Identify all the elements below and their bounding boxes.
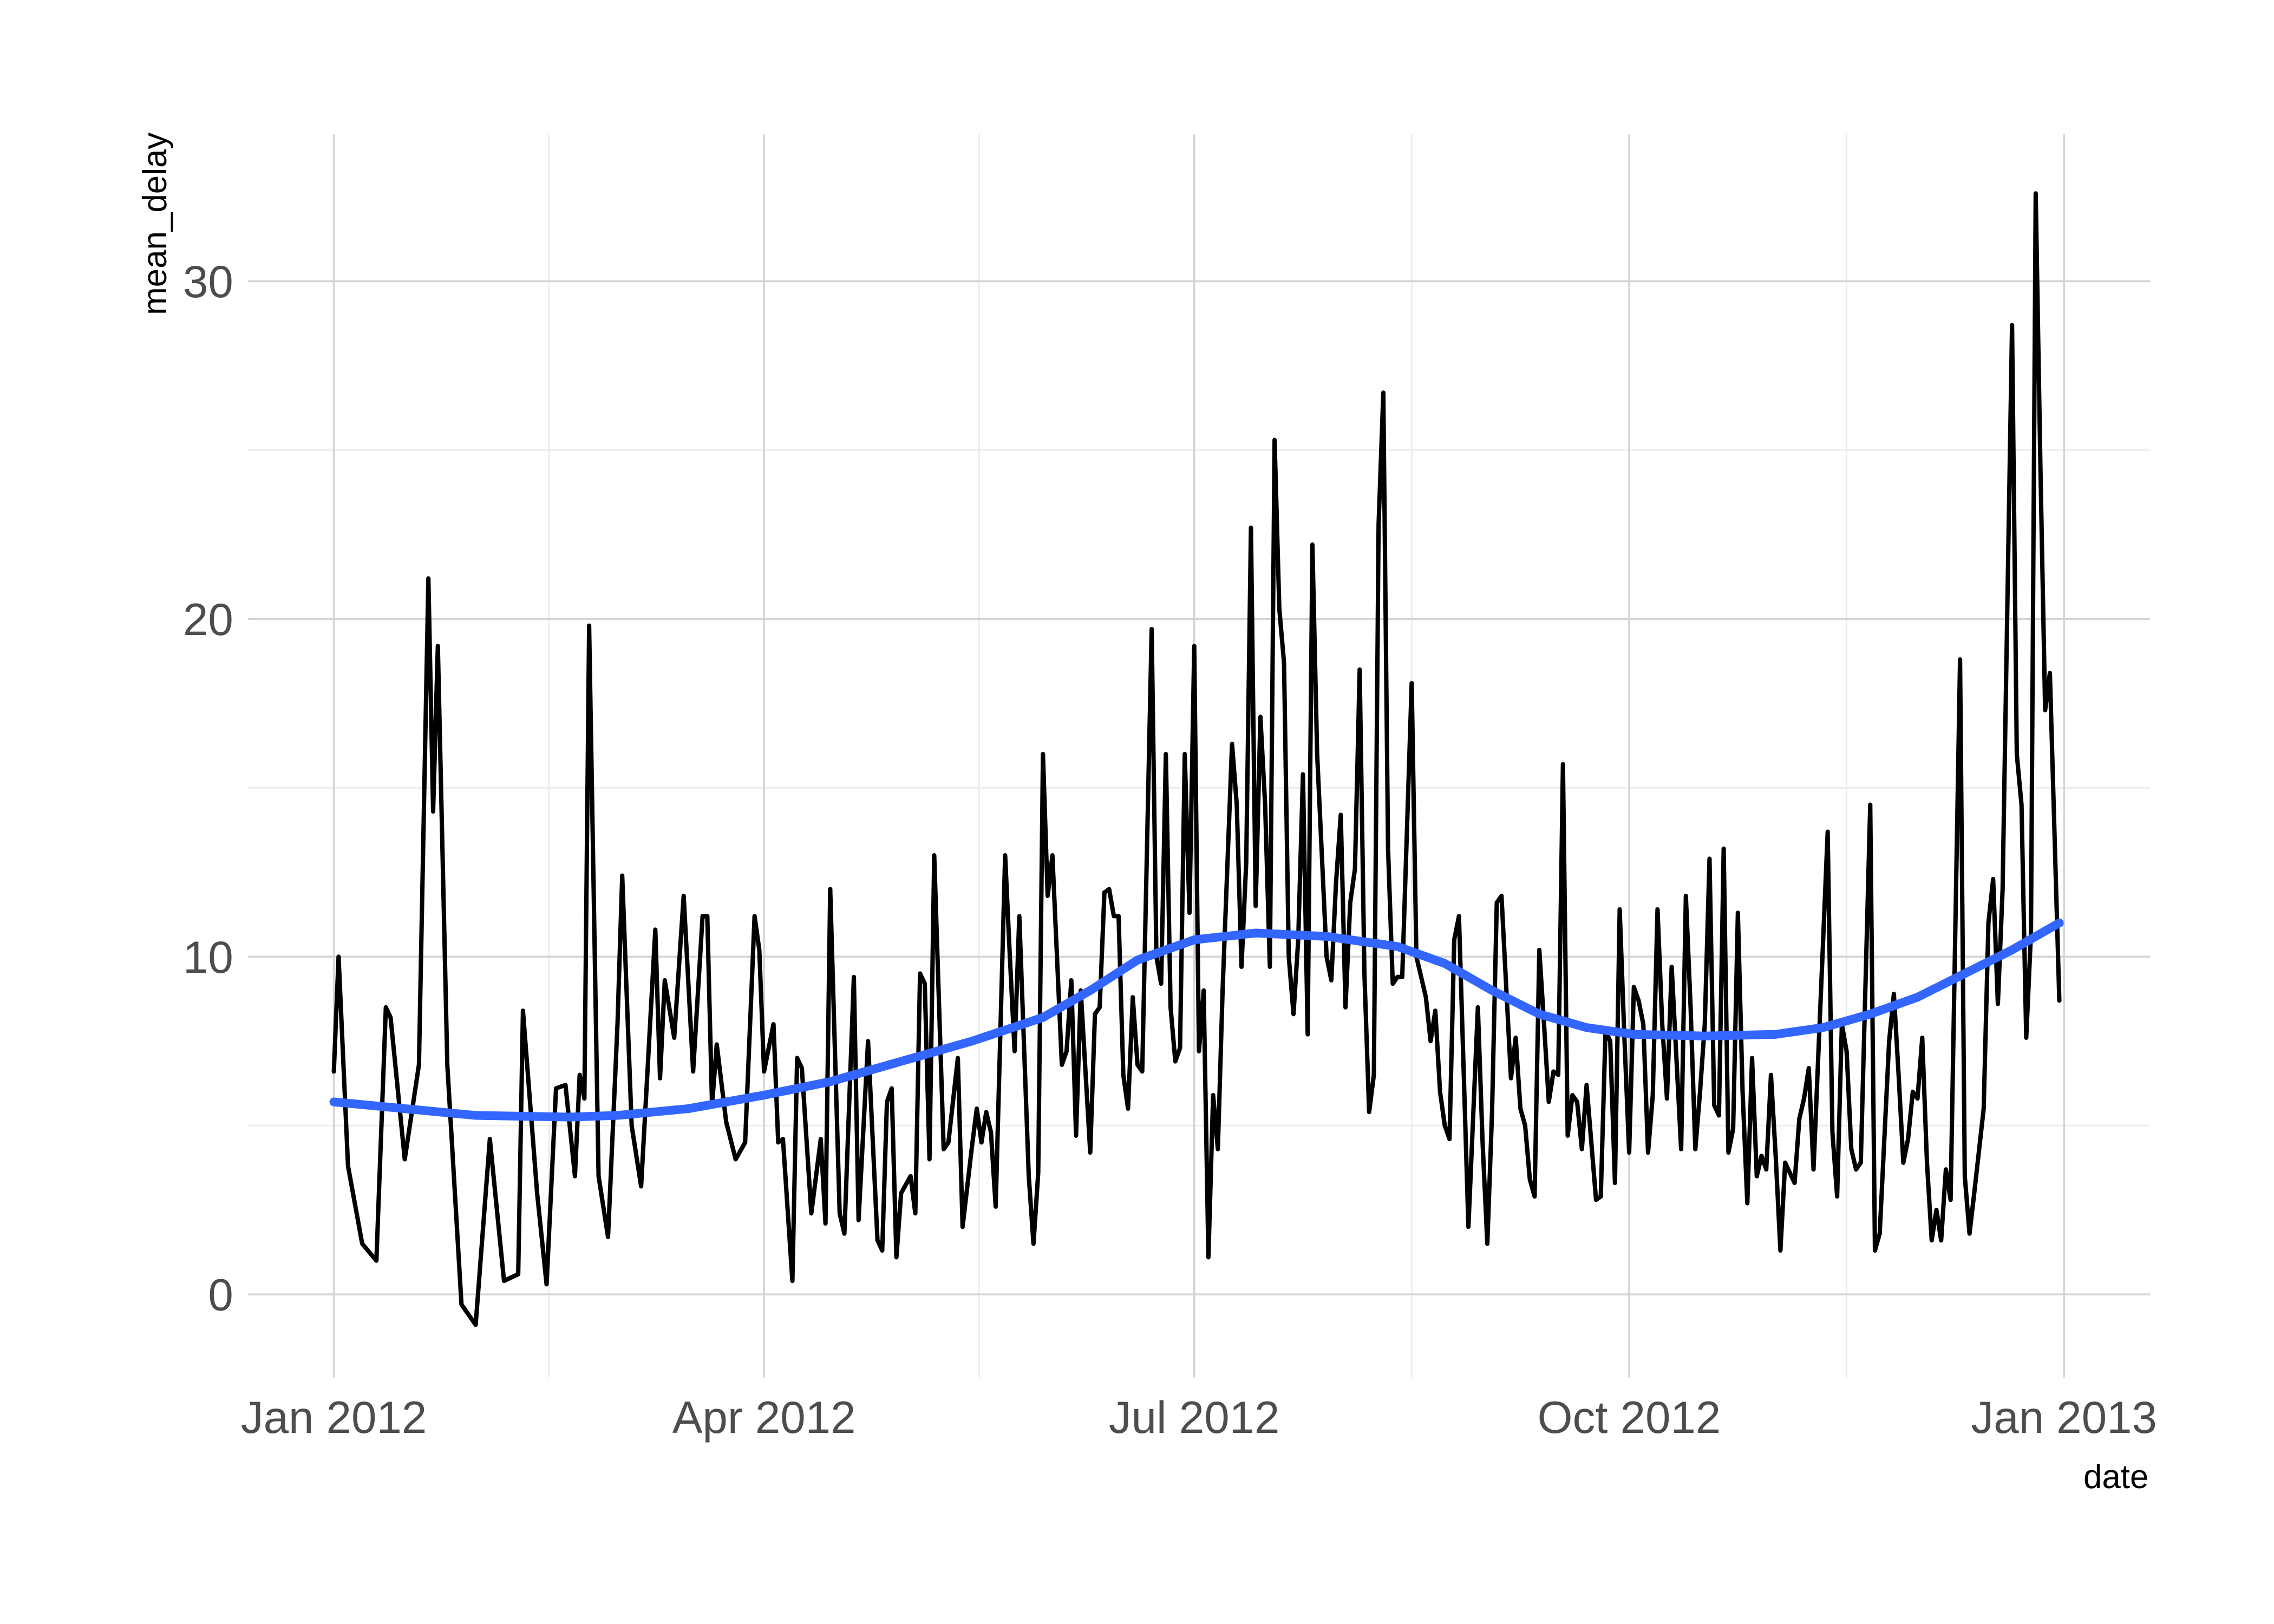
y-axis-title: mean_delay: [136, 133, 174, 315]
y-tick-label: 10: [183, 932, 233, 983]
x-tick-label: Oct 2012: [1538, 1392, 1721, 1443]
x-tick-label: Jan 2012: [241, 1392, 427, 1443]
plot-area: [329, 191, 2064, 1327]
x-tick-label: Jul 2012: [1109, 1392, 1280, 1443]
y-tick-label: 20: [183, 594, 233, 645]
x-tick-label: Jan 2013: [1971, 1392, 2157, 1443]
data-line: [331, 191, 2062, 1327]
x-axis-title: date: [2083, 1458, 2149, 1496]
smooth-line: [329, 918, 2064, 1122]
y-tick-label: 0: [208, 1269, 233, 1320]
y-tick-label: 30: [183, 256, 233, 307]
x-tick-label: Apr 2012: [672, 1392, 856, 1443]
